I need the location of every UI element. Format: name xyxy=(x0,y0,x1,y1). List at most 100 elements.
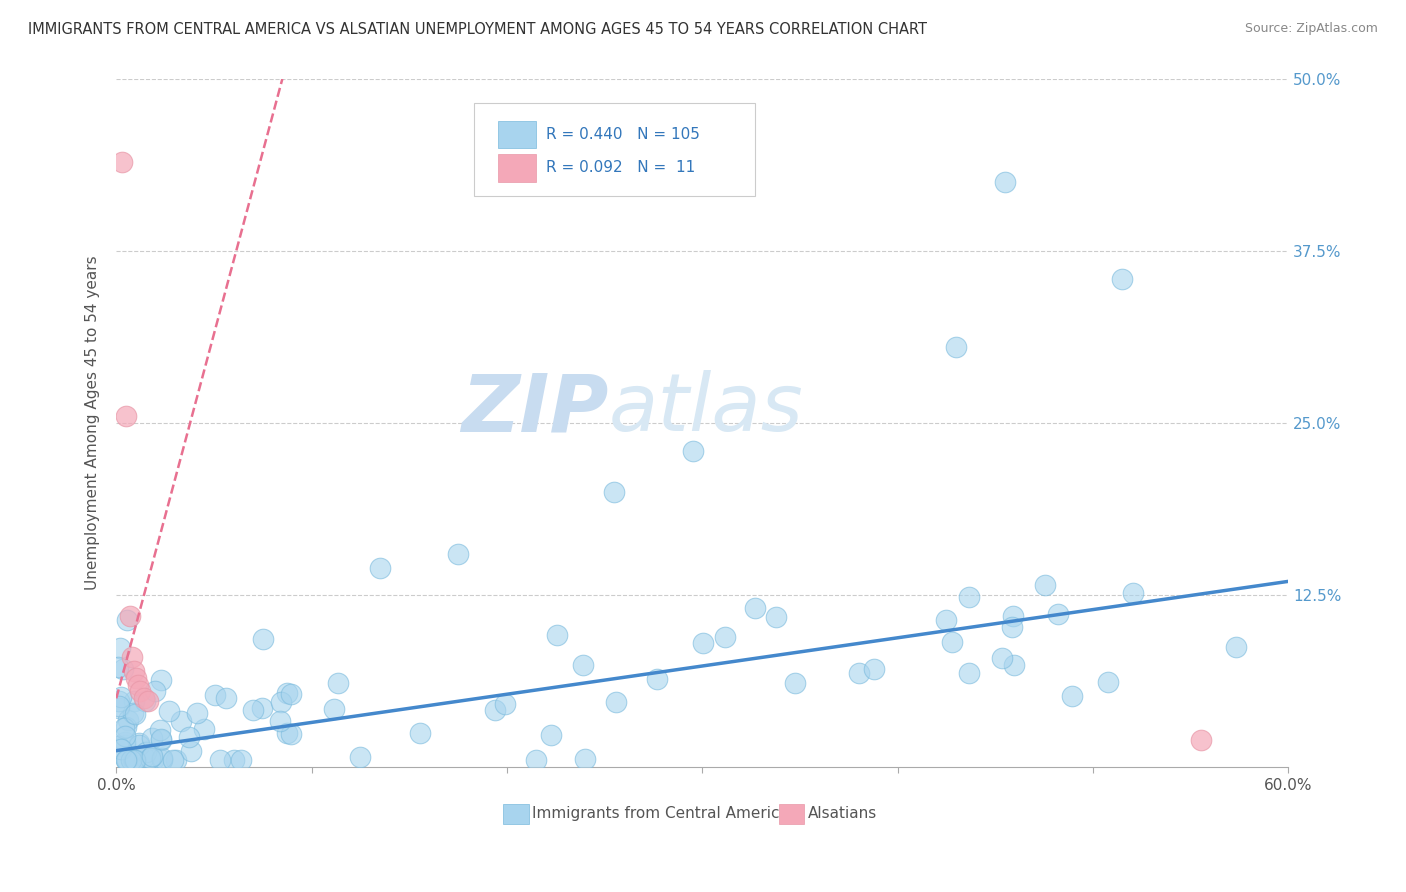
FancyBboxPatch shape xyxy=(498,121,536,148)
Point xyxy=(229,753,252,767)
Point xyxy=(169,714,191,728)
Point xyxy=(447,547,470,561)
Point xyxy=(1097,674,1119,689)
Point xyxy=(252,632,274,647)
Text: IMMIGRANTS FROM CENTRAL AMERICA VS ALSATIAN UNEMPLOYMENT AMONG AGES 45 TO 54 YEA: IMMIGRANTS FROM CENTRAL AMERICA VS ALSAT… xyxy=(28,22,927,37)
Point xyxy=(143,683,166,698)
Point xyxy=(186,706,208,721)
FancyBboxPatch shape xyxy=(474,103,755,196)
Point xyxy=(540,728,562,742)
Point xyxy=(115,613,138,627)
Point xyxy=(222,753,245,767)
Point xyxy=(957,590,980,604)
Text: Immigrants from Central America: Immigrants from Central America xyxy=(533,806,789,822)
Bar xyxy=(503,805,529,823)
Point xyxy=(270,695,292,709)
Point xyxy=(114,730,136,744)
Point xyxy=(990,651,1012,665)
Point xyxy=(142,753,165,767)
Point xyxy=(765,609,787,624)
Point xyxy=(124,753,146,767)
Point xyxy=(152,753,174,767)
Point xyxy=(115,721,138,735)
Point xyxy=(124,707,146,722)
Point xyxy=(115,753,138,767)
Point xyxy=(1189,732,1212,747)
Point xyxy=(107,739,129,754)
Point xyxy=(645,672,668,686)
Point xyxy=(128,736,150,750)
Point xyxy=(1002,657,1025,672)
Point xyxy=(208,753,231,767)
Text: atlas: atlas xyxy=(609,370,803,449)
Point xyxy=(149,732,172,747)
Point xyxy=(1060,689,1083,703)
Y-axis label: Unemployment Among Ages 45 to 54 years: Unemployment Among Ages 45 to 54 years xyxy=(86,256,100,591)
Point xyxy=(120,753,142,767)
Point xyxy=(122,753,145,767)
Point xyxy=(134,694,156,708)
Bar xyxy=(779,805,804,823)
Point xyxy=(848,665,870,680)
Point xyxy=(574,752,596,766)
Point xyxy=(1122,586,1144,600)
Point xyxy=(1001,608,1024,623)
Point xyxy=(110,690,132,705)
Point xyxy=(111,154,134,169)
Point xyxy=(162,753,184,767)
Point xyxy=(115,409,138,424)
Point xyxy=(114,734,136,748)
Point xyxy=(125,671,148,685)
Point xyxy=(127,677,149,691)
Point xyxy=(128,684,150,698)
Point xyxy=(945,340,967,354)
Text: Alsatians: Alsatians xyxy=(808,806,877,822)
Point xyxy=(941,634,963,648)
Point xyxy=(215,690,238,705)
Point xyxy=(165,753,187,767)
FancyBboxPatch shape xyxy=(498,154,536,181)
Text: R = 0.092   N =  11: R = 0.092 N = 11 xyxy=(547,161,696,175)
Point xyxy=(276,726,298,740)
Point xyxy=(863,662,886,676)
Point xyxy=(136,694,159,708)
Point xyxy=(1047,607,1070,621)
Point xyxy=(122,706,145,721)
Point xyxy=(122,664,145,678)
Point xyxy=(132,691,155,706)
Point xyxy=(744,601,766,615)
Text: Source: ZipAtlas.com: Source: ZipAtlas.com xyxy=(1244,22,1378,36)
Point xyxy=(193,723,215,737)
Point xyxy=(692,636,714,650)
Text: ZIP: ZIP xyxy=(461,370,609,449)
Point xyxy=(484,703,506,717)
Point xyxy=(785,676,807,690)
Point xyxy=(141,731,163,745)
Point xyxy=(128,738,150,752)
Point xyxy=(494,697,516,711)
Point xyxy=(957,665,980,680)
Point xyxy=(269,714,291,728)
Point xyxy=(121,650,143,665)
Point xyxy=(108,641,131,656)
Point xyxy=(149,723,172,737)
Point xyxy=(107,694,129,708)
Point xyxy=(115,753,138,767)
Point xyxy=(280,687,302,701)
Point xyxy=(603,484,626,499)
Point xyxy=(111,662,134,676)
Point xyxy=(118,608,141,623)
Point xyxy=(150,732,173,747)
Point xyxy=(141,749,163,764)
Point xyxy=(150,751,173,765)
Point xyxy=(524,753,547,767)
Point xyxy=(107,698,129,713)
Point xyxy=(138,751,160,765)
Point xyxy=(242,702,264,716)
Point xyxy=(322,702,344,716)
Point xyxy=(280,727,302,741)
Point xyxy=(1001,620,1024,634)
Point xyxy=(546,628,568,642)
Point xyxy=(117,713,139,727)
Point xyxy=(1033,578,1056,592)
